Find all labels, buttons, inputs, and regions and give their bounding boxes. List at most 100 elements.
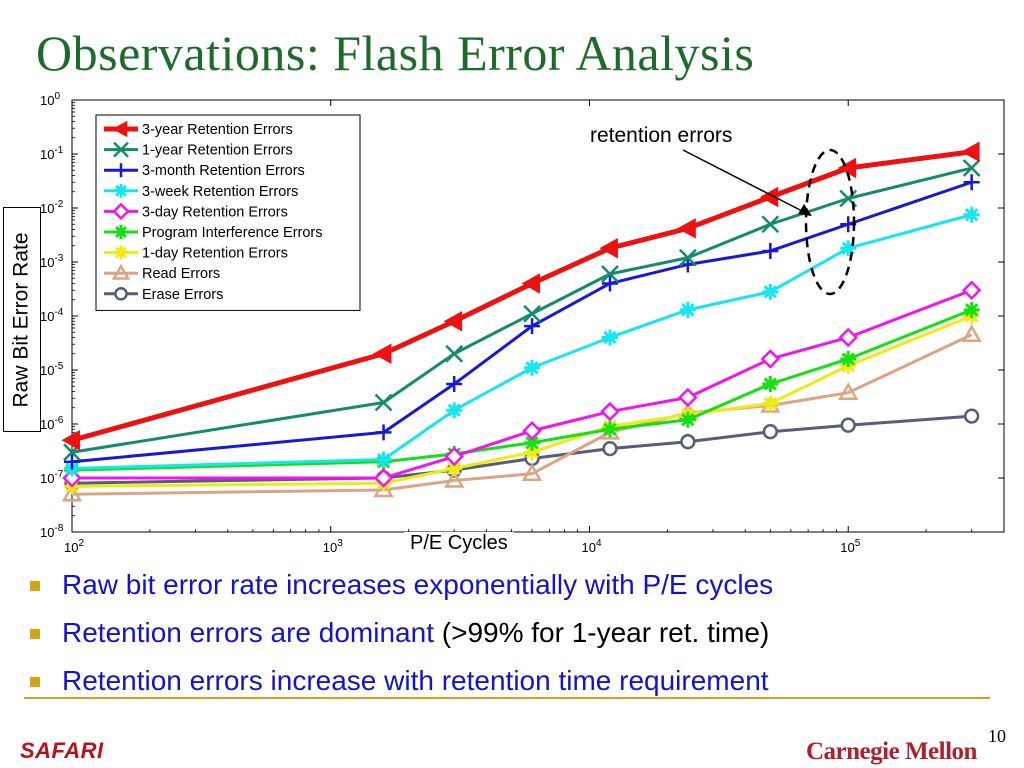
data-point bbox=[840, 417, 856, 433]
bullet-text: (>99% for 1-year ret. time) bbox=[433, 617, 770, 648]
series-4 bbox=[64, 206, 980, 477]
series-layer bbox=[61, 141, 982, 502]
bullet-text: Retention errors are dominant bbox=[62, 617, 434, 648]
data-point bbox=[446, 402, 463, 419]
data-point bbox=[762, 395, 779, 412]
data-point bbox=[601, 421, 618, 438]
data-point bbox=[446, 376, 463, 393]
annotation-layer bbox=[682, 148, 856, 296]
y-tick-label: 10-3 bbox=[40, 253, 64, 270]
data-point bbox=[602, 440, 618, 457]
data-point bbox=[446, 460, 463, 477]
marker-shape bbox=[61, 483, 83, 502]
marker-shape bbox=[375, 451, 392, 468]
marker-shape bbox=[762, 376, 779, 393]
data-point bbox=[524, 434, 541, 451]
x-axis-ticks: 102 103 104 105 bbox=[64, 100, 1005, 555]
data-point bbox=[679, 301, 696, 318]
bullet-item: Raw bit error rate increases exponential… bbox=[24, 566, 773, 614]
marker-shape bbox=[601, 329, 618, 346]
marker-shape bbox=[601, 421, 618, 438]
data-point bbox=[679, 411, 696, 428]
marker-shape bbox=[443, 310, 463, 332]
bullet-text: Raw bit error rate increases exponential… bbox=[62, 569, 774, 600]
data-point bbox=[445, 344, 464, 363]
data-point bbox=[964, 408, 980, 424]
y-tick-label: 100 bbox=[40, 91, 60, 108]
marker-shape bbox=[963, 301, 980, 318]
marker-shape bbox=[444, 469, 465, 488]
data-point bbox=[838, 382, 859, 400]
data-point bbox=[601, 329, 618, 346]
legend-label: Program Interference Errors bbox=[142, 225, 323, 241]
marker-shape bbox=[840, 240, 857, 257]
legend-label: 3-year Retention Errors bbox=[142, 122, 293, 138]
legend-entry: Erase Errors bbox=[104, 287, 223, 303]
data-point bbox=[962, 159, 981, 177]
data-point bbox=[61, 483, 83, 502]
data-point bbox=[760, 349, 781, 369]
data-point bbox=[762, 424, 778, 440]
data-point bbox=[961, 324, 982, 342]
marker-shape bbox=[111, 263, 131, 280]
legend-marker bbox=[114, 245, 128, 260]
legend-label: Read Errors bbox=[142, 266, 220, 282]
y-tick-label: 10-5 bbox=[40, 361, 64, 378]
data-point bbox=[961, 141, 980, 163]
data-point bbox=[963, 206, 980, 223]
data-point bbox=[375, 424, 392, 441]
legend-marker bbox=[114, 286, 128, 301]
legend-label: 3-day Retention Errors bbox=[142, 204, 288, 220]
x-axis-label: P/E Cycles bbox=[404, 532, 514, 555]
marker-shape bbox=[762, 424, 778, 440]
data-point bbox=[61, 429, 80, 451]
marker-shape bbox=[112, 120, 128, 138]
marker-shape bbox=[522, 420, 542, 441]
marker-shape bbox=[840, 417, 856, 433]
marker-shape bbox=[840, 350, 857, 367]
marker-shape bbox=[373, 468, 394, 488]
marker-shape bbox=[114, 286, 128, 301]
marker-shape bbox=[521, 273, 541, 294]
annotation-arrowhead bbox=[798, 204, 812, 216]
bullet-item: Retention errors increase with retention… bbox=[24, 662, 773, 710]
bullet-list: Raw bit error rate increases exponential… bbox=[24, 566, 773, 710]
marker-shape bbox=[524, 434, 541, 451]
data-point bbox=[375, 451, 392, 468]
data-point bbox=[522, 420, 542, 441]
data-point bbox=[373, 343, 392, 365]
series-2 bbox=[63, 159, 981, 462]
data-point bbox=[524, 359, 541, 376]
legend-entry: Program Interference Errors bbox=[104, 225, 323, 241]
legend-entry: 3-month Retention Errors bbox=[104, 163, 305, 179]
marker-shape bbox=[524, 444, 541, 461]
x-tick-label: 102 bbox=[64, 538, 84, 555]
slide-title: Observations: Flash Error Analysis bbox=[36, 25, 755, 81]
marker-shape bbox=[680, 434, 696, 450]
marker-shape bbox=[963, 174, 980, 191]
marker-shape bbox=[961, 280, 982, 301]
legend-label: 3-month Retention Errors bbox=[142, 163, 305, 179]
marker-shape bbox=[761, 215, 780, 234]
marker-shape bbox=[762, 242, 779, 259]
marker-shape bbox=[61, 429, 80, 451]
legend-label: Erase Errors bbox=[142, 287, 223, 303]
data-point bbox=[521, 463, 543, 481]
data-point bbox=[443, 310, 463, 332]
marker-shape bbox=[759, 186, 779, 208]
marker-shape bbox=[445, 344, 464, 363]
marker-shape bbox=[521, 463, 543, 481]
marker-shape bbox=[446, 402, 463, 419]
y-axis-label: Raw Bit Error Rate bbox=[3, 207, 41, 432]
y-tick-label: 10-7 bbox=[40, 469, 64, 486]
legend-marker bbox=[112, 120, 128, 138]
y-tick-label: 10-4 bbox=[40, 307, 64, 324]
marker-shape bbox=[679, 301, 696, 318]
data-point bbox=[599, 237, 618, 259]
marker-shape bbox=[373, 343, 392, 365]
legend-entry: 3-week Retention Errors bbox=[104, 183, 298, 200]
data-point bbox=[524, 318, 541, 335]
data-point bbox=[678, 248, 697, 267]
data-point bbox=[762, 283, 779, 300]
legend-entry: 1-day Retention Errors bbox=[104, 245, 288, 262]
